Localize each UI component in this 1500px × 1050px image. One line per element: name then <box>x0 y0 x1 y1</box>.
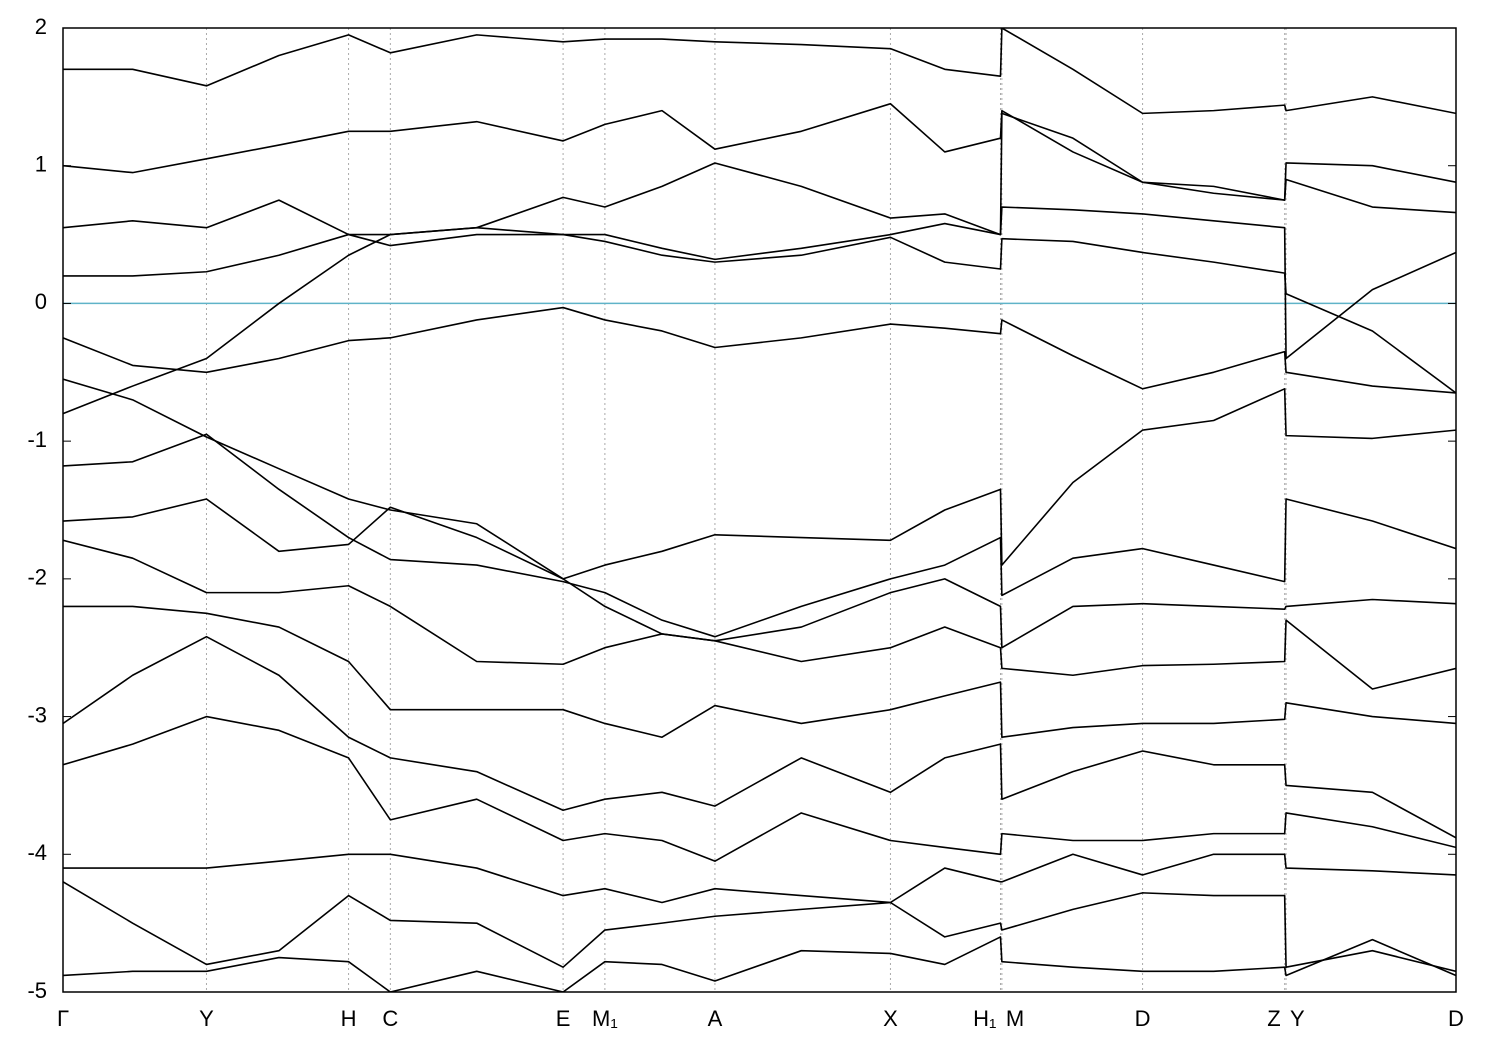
y-tick-label: -4 <box>27 840 47 865</box>
band-line <box>63 635 1456 839</box>
band-line <box>63 306 1456 394</box>
x-tick-label: Γ <box>57 1006 69 1031</box>
y-tick-label: -3 <box>27 702 47 727</box>
y-tick-label: -1 <box>27 427 47 452</box>
band-line <box>63 28 1456 115</box>
x-tick-label: A <box>708 1006 723 1031</box>
x-tick-label: Z <box>1267 1006 1280 1031</box>
labels: 210-1-2-3-4-5Γ Y H C E M₁ A X H₁ M D Z Y D <box>27 14 1464 1031</box>
x-tick-label: H <box>341 1006 357 1031</box>
y-tick-label: 1 <box>35 152 47 177</box>
plot-frame <box>62 27 1457 993</box>
band-line <box>63 102 1456 201</box>
x-tick-label: D <box>1448 1006 1464 1031</box>
band-line <box>63 378 1456 580</box>
x-tick-label: M <box>1006 1006 1024 1031</box>
y-tick-label: 0 <box>35 289 47 314</box>
y-tick-label: -5 <box>27 978 47 1003</box>
y-tick-label: -2 <box>27 565 47 590</box>
band-line <box>63 853 1456 904</box>
x-tick-label: M₁ <box>592 1006 618 1031</box>
x-tick-label: H₁ <box>973 1006 996 1031</box>
x-tick-label: X <box>883 1006 898 1031</box>
band-line <box>63 715 1456 862</box>
x-tick-label: C <box>382 1006 398 1031</box>
band-line <box>63 433 1456 638</box>
x-tick-label: D <box>1135 1006 1151 1031</box>
band-line <box>63 498 1456 649</box>
band-line <box>63 112 1456 261</box>
x-tick-label: Y <box>199 1006 214 1031</box>
y-tick-label: 2 <box>35 14 47 39</box>
band-line <box>63 233 1456 394</box>
band-line <box>63 936 1456 992</box>
band-line <box>63 881 1456 973</box>
x-tick-label: Y <box>1290 1006 1305 1031</box>
bands <box>63 28 1456 992</box>
band-line <box>63 539 1456 690</box>
x-tick-label: E <box>556 1006 571 1031</box>
grid <box>62 28 1457 992</box>
band-line <box>63 605 1456 739</box>
band-line <box>63 162 1456 415</box>
